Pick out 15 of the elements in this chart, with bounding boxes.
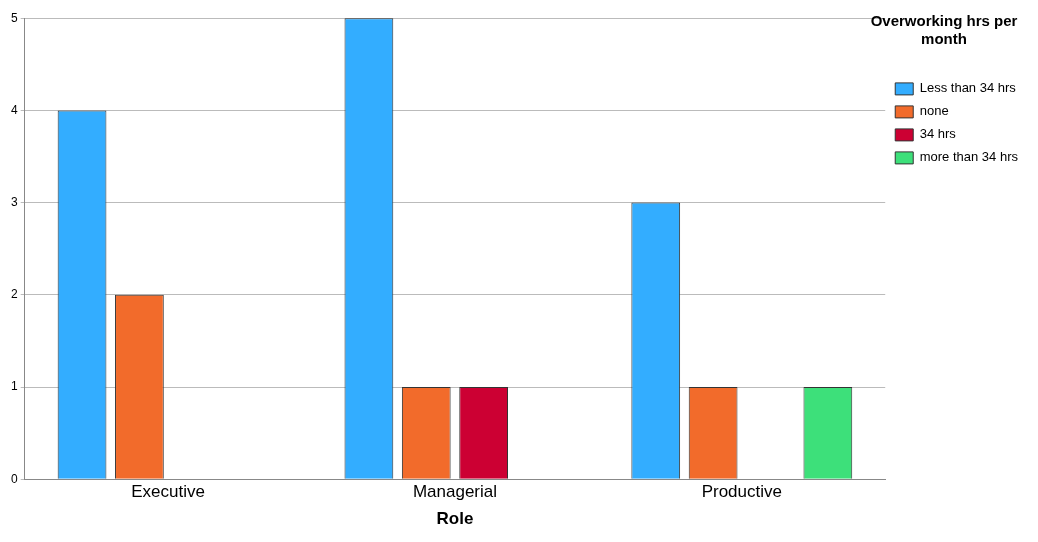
y-tick-label: 2	[10, 287, 18, 302]
y-tick-label: 4	[10, 102, 18, 117]
legend-label: Less than 34 hrs	[919, 80, 1017, 96]
y-tick-label: 3	[10, 194, 18, 209]
y-tick-label: 5	[10, 10, 18, 25]
x-tick-label: Managerial	[412, 482, 497, 502]
y-tick-label: 1	[10, 379, 18, 394]
legend-label: 34 hrs	[919, 126, 957, 142]
x-tick-label: Executive	[131, 482, 205, 502]
legend-title: Overworking hrs per month	[869, 12, 1019, 48]
x-axis-title: Role	[436, 509, 474, 529]
legend-label: none	[919, 103, 949, 119]
x-tick-label: Productive	[701, 482, 782, 502]
legend-label: more than 34 hrs	[919, 149, 1019, 165]
y-tick-label: 0	[10, 471, 18, 486]
